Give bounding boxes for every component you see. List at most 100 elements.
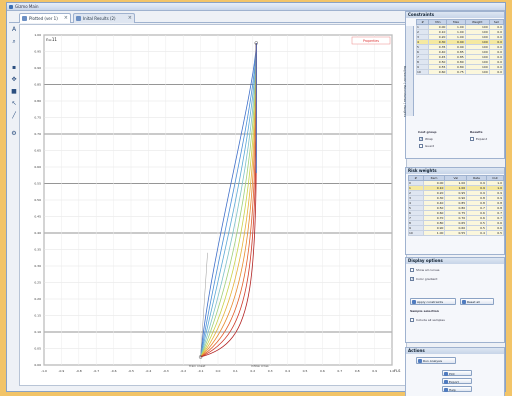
wrap-label: Wrap [425, 137, 433, 141]
x-tick-label: -0.4 [145, 369, 151, 373]
x-tick-label: 0.9 [372, 369, 377, 373]
line-tool-icon[interactable]: ╱ [12, 112, 16, 119]
sample-selection-title: Sample selection [410, 309, 439, 313]
table-icon [76, 16, 81, 21]
document-tabbar: Plotted (ver 1) × Inital Results (2) × [9, 12, 405, 23]
x-tick-label: 0.5 [303, 369, 308, 373]
help-button-label: Help [449, 388, 456, 392]
include-samples-checkbox[interactable] [410, 318, 414, 322]
x-tick-label: -0.3 [163, 369, 169, 373]
apply-icon [412, 300, 416, 304]
table-cell[interactable]: 0.4 [466, 230, 487, 236]
table-row[interactable]: 10 0.60 0.75 100 0.0 [415, 69, 505, 75]
table-row[interactable]: 7 0.45 0.85 100 0.0 [415, 54, 505, 60]
curves-plot: 1.00 0.95 0.90 0.85 0.80 0.75 0.70 0.65 0.60 0.55… [34, 33, 401, 373]
tab-plotted[interactable]: Plotted (ver 1) × [19, 13, 71, 23]
close-icon[interactable]: × [127, 15, 132, 21]
x-tick-label: 0.7 [337, 369, 342, 373]
expand-checkbox[interactable] [470, 137, 474, 141]
table-row[interactable]: 7 0.70 0.70 0.6 0.7 [408, 215, 505, 221]
table-row[interactable]: 2 0.20 0.95 0.9 0.9 [408, 190, 505, 196]
y-tick-label: 0.15 [34, 314, 41, 318]
zoom-icon[interactable]: ⌕ [12, 38, 16, 45]
x-tick-label: -0.1 [198, 369, 204, 373]
x-tick-label: -0.7 [93, 369, 99, 373]
y-tick-label: 0.45 [34, 215, 41, 219]
x-tick-label: 0.2 [250, 369, 255, 373]
top-marker [254, 41, 259, 45]
table-row[interactable]: 10 1.00 0.55 0.4 0.5 [408, 230, 505, 236]
constraints-side-tab[interactable]: Regression | Boundaries | Weights [403, 26, 414, 117]
plot-area[interactable]: 1.00 0.95 0.90 0.85 0.80 0.75 0.70 0.65 0.60 0.55… [19, 24, 407, 386]
save-icon[interactable]: ■ [11, 88, 17, 95]
show-all-curves-checkbox[interactable] [410, 268, 414, 272]
right-panel: Constraints Regression | Boundaries | We… [403, 11, 505, 396]
table-cell[interactable]: 0.0 [488, 69, 505, 75]
constraints-group: Constraints Regression | Boundaries | We… [403, 11, 505, 159]
wrap-checkbox[interactable] [419, 136, 423, 141]
help-button[interactable]: Help [442, 386, 472, 392]
text-tool-icon[interactable]: A [11, 26, 17, 33]
x-tick-label: -0.6 [111, 369, 117, 373]
apply-constraints-label: Apply constraints [417, 300, 444, 304]
x-tick-label: -0.5 [128, 369, 134, 373]
y-tick-label: 0.30 [34, 264, 41, 268]
x-tick-label: 0.6 [320, 369, 325, 373]
guide-line [200, 252, 208, 358]
table-row[interactable]: 5 0.50 0.80 0.7 0.8 [408, 205, 505, 211]
x-tick-label: 0.4 [285, 369, 290, 373]
constraints-table[interactable]: # Min Max Weight Set 1 0.00 1.00 100 0.0 2 0.10 1.00… [415, 19, 505, 75]
results-title: Results [470, 130, 483, 134]
y-tick-label: 0.90 [34, 66, 41, 70]
plot-icon [444, 372, 448, 376]
plot-button[interactable]: Plot [442, 370, 472, 376]
app-icon [9, 5, 13, 9]
reset-icon [462, 300, 466, 304]
x-tick-label: 1.0 [390, 369, 395, 373]
series-curve [200, 42, 257, 358]
x-tick-label: -0.8 [76, 369, 82, 373]
table-cell[interactable]: 0.55 [444, 230, 468, 236]
tab-initial-results[interactable]: Inital Results (2) × [73, 13, 135, 23]
guard-checkbox[interactable] [419, 144, 423, 148]
run-analysis-button[interactable]: Run Analysis [416, 357, 456, 364]
run-analysis-label: Run Analysis [423, 359, 443, 363]
color-gradient-checkbox[interactable] [410, 276, 414, 281]
series-curve [200, 42, 257, 358]
table-cell[interactable]: 0.75 [446, 69, 466, 75]
run-icon [418, 359, 422, 363]
table-row[interactable]: 3 0.30 0.90 0.8 0.9 [408, 195, 505, 201]
y-tick-label: 0.10 [34, 330, 41, 334]
table-cell[interactable]: 10 [415, 69, 430, 75]
table-row[interactable]: 0 0.00 1.00 0.9 1.0 [408, 180, 505, 186]
table-cell[interactable]: 10 [408, 230, 424, 236]
apply-constraints-button[interactable]: Apply constraints [410, 298, 456, 305]
table-cell[interactable]: 100 [464, 69, 490, 75]
export-button[interactable]: Export [442, 378, 472, 384]
y-tick-label: 0.70 [34, 132, 41, 136]
pointer-icon[interactable]: ↖ [11, 100, 17, 107]
pan-icon[interactable]: ✥ [11, 76, 17, 83]
x-tick-label: -1.0 [41, 369, 47, 373]
settings-icon[interactable]: ⚙ [11, 130, 17, 137]
expand-label: Expand [476, 137, 488, 141]
table-row[interactable]: 3 0.20 1.00 100 0.0 [415, 34, 505, 40]
y-tick-label: 0.95 [34, 50, 41, 54]
series-curve [200, 42, 257, 358]
reset-all-button[interactable]: Reset all [460, 298, 494, 305]
reset-all-label: Reset all [467, 300, 480, 304]
series-curve [200, 42, 257, 358]
x-tick-label: -0.2 [180, 369, 186, 373]
select-icon[interactable]: ▪ [11, 64, 17, 71]
table-cell[interactable]: 1.00 [422, 230, 446, 236]
export-icon [444, 380, 448, 384]
close-icon[interactable]: × [63, 15, 68, 21]
y-tick-label: 0.05 [34, 347, 41, 351]
table-cell[interactable]: 0.5 [485, 230, 505, 236]
table-row[interactable]: 8 0.80 0.65 0.5 0.6 [408, 220, 505, 226]
plot-corner-label: n=11 [46, 37, 57, 42]
y-tick-label: 0.85 [34, 83, 41, 87]
plot-properties-label: Properties [363, 39, 379, 43]
table-cell[interactable]: 0.60 [428, 69, 448, 75]
risk-weights-table[interactable]: # Item Val Rate Out 0 0.00 1.00 0.9 1.0 1 0.10 1.00 0… [408, 175, 505, 236]
